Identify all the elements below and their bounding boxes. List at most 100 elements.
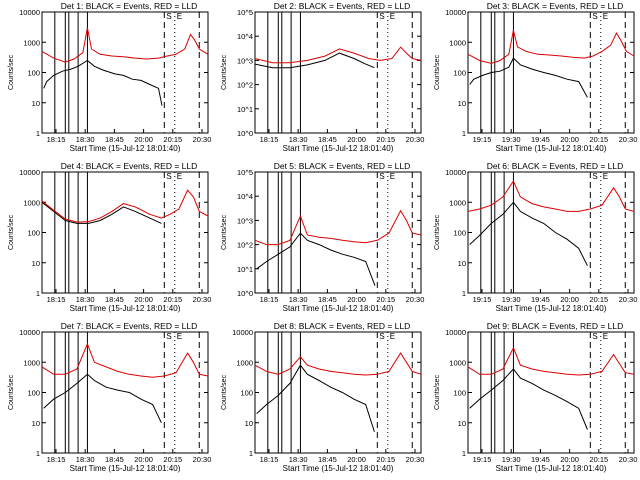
y-tick-label: 1 [462, 289, 466, 298]
x-tick-label: 20:15 [589, 135, 608, 144]
series-events-line [41, 201, 162, 224]
series-lld-line [467, 180, 635, 212]
y-axis-label: Counts/sec [434, 374, 441, 410]
y-tick-label: 1 [36, 289, 40, 298]
y-tick-label: 10^5 [237, 8, 253, 17]
series-lld-line [467, 346, 635, 376]
marker-end-label: E [177, 172, 182, 181]
x-tick-label: 20:00 [134, 295, 153, 304]
x-tick-label: 20:15 [376, 295, 395, 304]
series-events-line [469, 57, 588, 98]
marker-start-label: S [592, 332, 597, 341]
x-tick-label: 20:15 [163, 135, 182, 144]
x-tick-label: 20:30 [619, 455, 638, 464]
plot-frame [41, 171, 209, 294]
x-tick-label: 18:15 [260, 295, 279, 304]
y-axis-label: Counts/sec [221, 54, 228, 90]
series-lld-line [254, 209, 422, 246]
x-tick-label: 20:00 [347, 135, 366, 144]
marker-end-label: E [390, 172, 395, 181]
y-axis-label: Counts/sec [434, 214, 441, 250]
x-tick-label: 20:15 [376, 135, 395, 144]
chart-title: Det 4: BLACK = Events, RED = LLD [61, 161, 198, 171]
series-lld-line [41, 27, 209, 63]
x-tick-label: 18:15 [47, 455, 66, 464]
x-tick-label: 20:30 [406, 295, 425, 304]
y-tick-label: 100 [453, 69, 466, 78]
y-tick-label: 10000 [445, 168, 466, 177]
x-tick-label: 20:15 [163, 295, 182, 304]
x-axis-label: Start Time (15-Jul-12 18:01:40) [283, 144, 394, 153]
x-tick-label: 18:30 [289, 455, 308, 464]
y-tick-label: 1000 [236, 358, 253, 367]
x-tick-label: 19:15 [473, 135, 492, 144]
y-tick-label: 1 [462, 449, 466, 458]
x-axis-label: Start Time (15-Jul-12 18:01:40) [70, 144, 181, 153]
series-lld-line [254, 46, 422, 64]
x-tick-label: 20:30 [193, 135, 212, 144]
x-tick-label: 18:45 [318, 455, 337, 464]
x-tick-label: 20:15 [589, 295, 608, 304]
series-events-line [254, 52, 375, 69]
x-axis-label: Start Time (15-Jul-12 18:01:40) [496, 464, 607, 473]
x-tick-label: 20:30 [619, 295, 638, 304]
chart-title: Det 9: BLACK = Events, RED = LLD [487, 321, 624, 331]
x-tick-label: 18:15 [47, 135, 66, 144]
y-tick-label: 10^5 [237, 168, 253, 177]
chart-title: Det 6: BLACK = Events, RED = LLD [487, 161, 624, 171]
y-tick-label: 10000 [19, 8, 40, 17]
series-events-line [256, 364, 375, 433]
x-tick-label: 18:30 [289, 295, 308, 304]
marker-end-label: E [603, 12, 608, 21]
x-tick-label: 20:15 [376, 455, 395, 464]
plot-frame [254, 11, 422, 134]
chart-title: Det 2: BLACK = Events, RED = LLD [274, 1, 411, 11]
x-tick-label: 18:30 [76, 295, 95, 304]
x-tick-label: 18:15 [260, 135, 279, 144]
x-tick-label: 20:00 [560, 135, 579, 144]
series-events-line [43, 373, 162, 424]
y-tick-label: 10 [458, 99, 466, 108]
marker-end-label: E [177, 332, 182, 341]
series-events-line [469, 201, 588, 266]
x-tick-label: 19:45 [531, 295, 550, 304]
x-tick-label: 20:00 [347, 295, 366, 304]
x-tick-label: 18:45 [105, 295, 124, 304]
marker-start-label: S [379, 332, 384, 341]
y-axis-label: Counts/sec [221, 374, 228, 410]
y-tick-label: 10000 [19, 328, 40, 337]
y-tick-label: 100 [27, 389, 40, 398]
x-tick-label: 18:30 [76, 135, 95, 144]
y-tick-label: 10^4 [237, 32, 253, 41]
series-events-line [256, 232, 376, 286]
x-tick-label: 18:30 [289, 135, 308, 144]
series-lld-line [41, 189, 209, 223]
plot-frame [467, 331, 635, 454]
plot-frame [254, 331, 422, 454]
x-tick-label: 19:45 [531, 135, 550, 144]
y-tick-label: 1 [36, 449, 40, 458]
x-tick-label: 20:00 [347, 455, 366, 464]
x-tick-label: 20:30 [619, 135, 638, 144]
y-tick-label: 10^2 [237, 81, 253, 90]
x-tick-label: 20:30 [406, 455, 425, 464]
marker-start-label: S [166, 172, 171, 181]
x-tick-label: 18:45 [318, 135, 337, 144]
plot-frame [41, 331, 209, 454]
y-tick-label: 10^4 [237, 192, 253, 201]
marker-start-label: S [592, 172, 597, 181]
y-tick-label: 10^3 [237, 56, 253, 65]
y-tick-label: 10 [32, 419, 40, 428]
y-tick-label: 10^0 [237, 129, 253, 138]
y-tick-label: 1 [462, 129, 466, 138]
chart-title: Det 8: BLACK = Events, RED = LLD [274, 321, 411, 331]
y-tick-label: 10 [32, 99, 40, 108]
y-tick-label: 1 [249, 449, 253, 458]
series-lld-line [467, 30, 635, 64]
